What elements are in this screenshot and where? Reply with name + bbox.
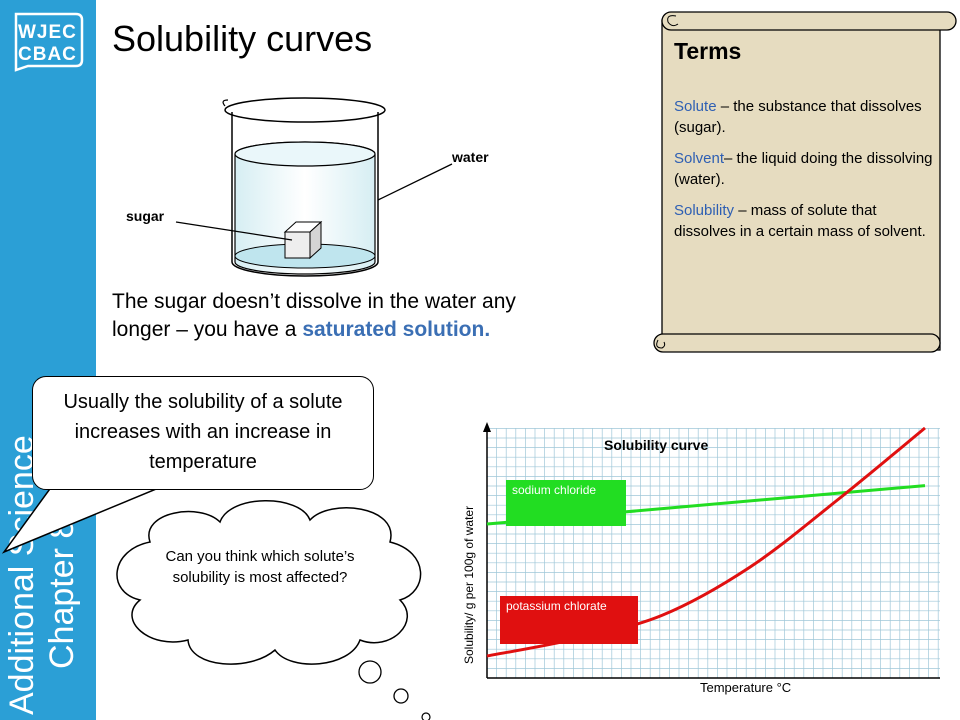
legend-sodium-chloride: sodium chloride [506, 480, 626, 526]
logo-shape-icon [14, 12, 84, 72]
logo-line1: WJEC [18, 22, 77, 43]
sugar-cube-icon [283, 220, 323, 260]
wjec-logo: WJEC CBAC [14, 12, 84, 72]
term-solubility: Solubility – mass of solute that dissolv… [674, 202, 926, 240]
water-pointer [377, 163, 453, 201]
caption-text: The sugar doesn’t dissolve in the water … [112, 290, 516, 341]
terms-scroll [653, 11, 957, 353]
y-axis-arrow-icon [483, 422, 491, 432]
saturated-caption: The sugar doesn’t dissolve in the water … [112, 288, 542, 344]
logo-line2: CBAC [18, 44, 77, 65]
saturated-term: saturated solution. [302, 318, 491, 341]
term-solvent: Solvent– the liquid doing the dissolving… [674, 150, 933, 188]
cloud-question: Can you think which solute’s solubility … [165, 548, 355, 586]
legend-potassium-chlorate: potassium chlorate [500, 596, 638, 644]
y-axis-label: Solubility/ g per 100g of water [462, 505, 476, 664]
sidebar: WJEC CBAC Additional Science Chapter 8 [0, 0, 96, 720]
beaker-diagram [175, 97, 453, 277]
thought-cloud-icon [116, 500, 431, 720]
page-title: Solubility curves [112, 18, 373, 59]
terms-list: Solute – the substance that dissolves (s… [674, 96, 934, 252]
sugar-label: sugar [126, 208, 165, 224]
callout-box: Usually the solubility of a solute incre… [32, 376, 374, 490]
chart-title: Solubility curve [604, 437, 709, 453]
beaker-icon [222, 97, 386, 277]
x-axis-label: Temperature °C [700, 680, 792, 695]
terms-title: Terms [674, 38, 742, 64]
water-label: water [452, 149, 489, 165]
sugar-pointer [175, 221, 293, 241]
term-solute: Solute – the substance that dissolves (s… [674, 98, 922, 136]
solubility-chart [483, 422, 940, 679]
